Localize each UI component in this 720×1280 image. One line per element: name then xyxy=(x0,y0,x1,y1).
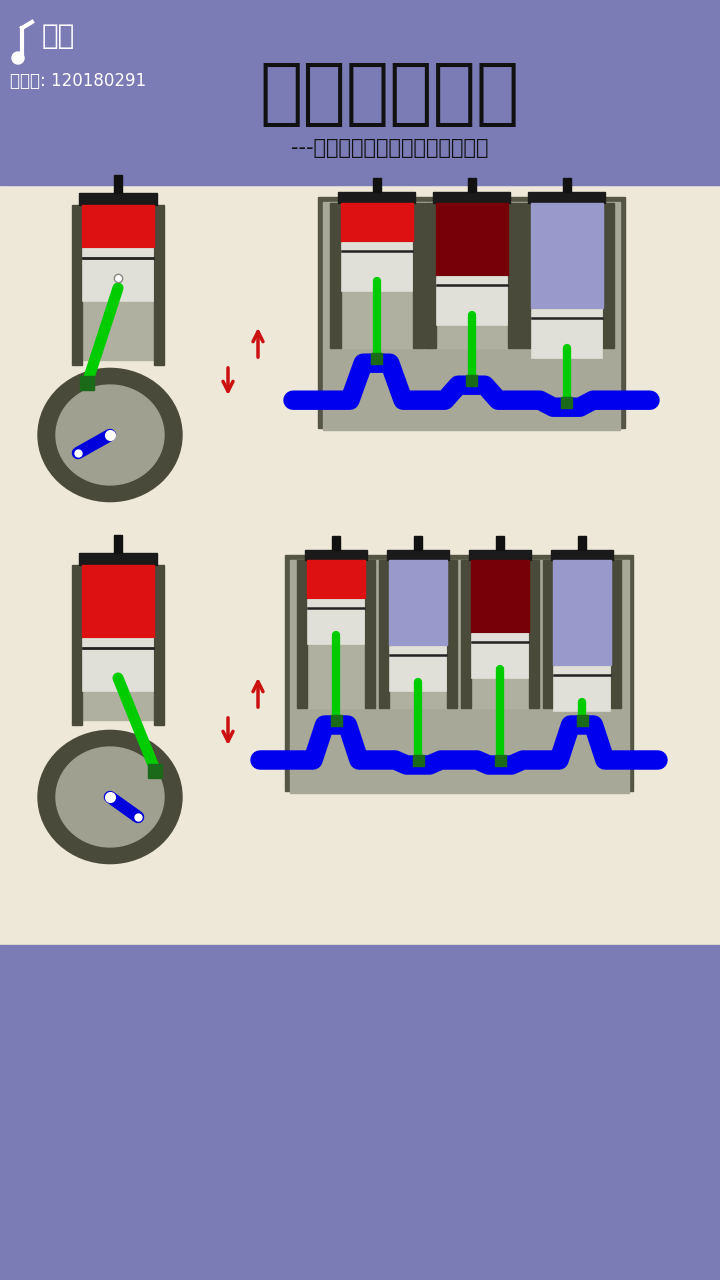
Bar xyxy=(285,556,633,791)
Bar xyxy=(447,561,457,708)
Bar xyxy=(561,397,572,408)
Bar xyxy=(469,550,531,561)
Bar xyxy=(425,202,436,347)
Bar xyxy=(83,250,153,301)
Bar xyxy=(603,202,613,347)
Ellipse shape xyxy=(38,731,182,864)
Bar xyxy=(531,202,603,307)
Text: ---关注我，和你一起发现机械之美: ---关注我，和你一起发现机械之美 xyxy=(292,138,489,157)
Bar xyxy=(371,353,382,364)
Bar xyxy=(82,564,154,637)
Ellipse shape xyxy=(38,369,182,502)
Bar xyxy=(82,564,154,719)
Bar xyxy=(308,600,364,644)
Bar xyxy=(436,276,506,325)
Bar xyxy=(0,945,720,1280)
Bar xyxy=(531,202,603,347)
Bar xyxy=(562,178,570,192)
Bar xyxy=(496,536,504,550)
Bar xyxy=(338,192,415,202)
Bar xyxy=(413,202,423,347)
Bar xyxy=(0,186,720,945)
Bar xyxy=(330,202,341,347)
Bar xyxy=(154,205,164,365)
Bar xyxy=(508,202,518,347)
Ellipse shape xyxy=(56,748,164,847)
Bar xyxy=(79,193,157,205)
Bar xyxy=(341,202,413,241)
Bar xyxy=(323,202,620,430)
Bar xyxy=(318,197,625,428)
Bar xyxy=(389,561,447,645)
Bar xyxy=(611,561,621,708)
Bar xyxy=(461,561,471,708)
Bar xyxy=(554,667,610,710)
Bar xyxy=(466,375,477,385)
Ellipse shape xyxy=(56,385,164,485)
Bar xyxy=(520,202,531,347)
Bar xyxy=(72,564,82,724)
Bar xyxy=(114,535,122,553)
Bar xyxy=(467,178,475,192)
Bar xyxy=(82,205,154,360)
Bar xyxy=(332,536,340,550)
Bar xyxy=(154,564,164,724)
Bar xyxy=(387,550,449,561)
Bar xyxy=(82,205,154,247)
Bar xyxy=(305,550,367,561)
Bar xyxy=(389,561,447,708)
Bar xyxy=(365,561,375,708)
Bar xyxy=(414,536,422,550)
Bar xyxy=(372,178,380,192)
Bar xyxy=(341,202,413,347)
Bar xyxy=(472,634,528,678)
Text: 抖音: 抖音 xyxy=(42,22,76,50)
Bar xyxy=(413,754,423,765)
Text: 抖音号: 120180291: 抖音号: 120180291 xyxy=(10,72,146,90)
Bar xyxy=(307,561,365,708)
Bar xyxy=(495,754,505,765)
Bar xyxy=(529,561,539,708)
Bar xyxy=(114,175,122,193)
Bar xyxy=(436,202,508,274)
Bar xyxy=(0,0,720,186)
Bar xyxy=(79,553,157,564)
Bar xyxy=(330,714,341,726)
Bar xyxy=(433,192,510,202)
Bar xyxy=(553,561,611,666)
Bar xyxy=(83,639,153,691)
Bar xyxy=(148,764,163,778)
Bar xyxy=(528,192,605,202)
Bar xyxy=(289,559,629,792)
Bar xyxy=(553,561,611,708)
Text: 机械原理动画: 机械原理动画 xyxy=(260,60,520,129)
Bar xyxy=(307,561,365,598)
Bar xyxy=(551,550,613,561)
Bar xyxy=(341,242,412,291)
Bar xyxy=(577,714,588,726)
Bar xyxy=(72,205,82,365)
Bar xyxy=(578,536,586,550)
Bar xyxy=(531,310,601,357)
Bar xyxy=(390,646,446,691)
Bar xyxy=(379,561,389,708)
Bar xyxy=(543,561,553,708)
Circle shape xyxy=(12,52,24,64)
Bar xyxy=(471,561,529,632)
Bar xyxy=(436,202,508,347)
Bar xyxy=(80,376,94,390)
Bar xyxy=(297,561,307,708)
Bar xyxy=(471,561,529,708)
